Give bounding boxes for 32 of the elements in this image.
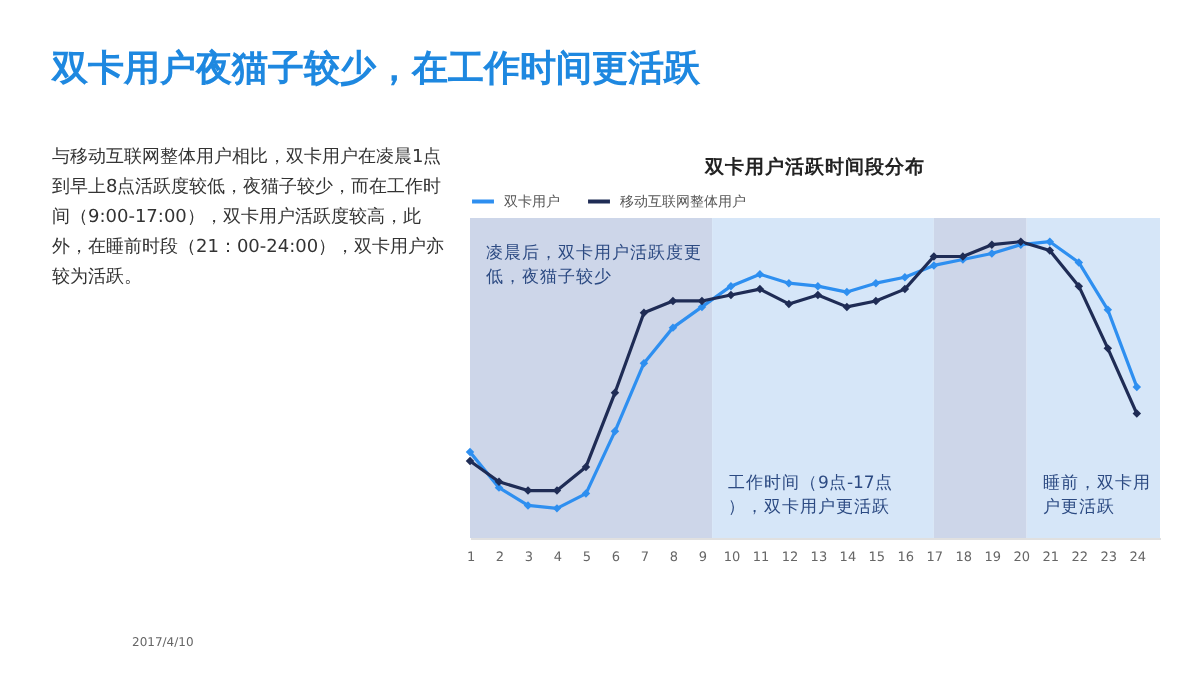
point <box>465 447 475 457</box>
point <box>871 278 881 288</box>
chart-title: 双卡用户夜猫子较少，在工作时间更活跃 <box>52 46 700 92</box>
point <box>813 281 823 291</box>
point <box>581 462 591 472</box>
band-label: 睡前，双卡用户更活跃 <box>1042 472 1151 518</box>
point <box>987 240 997 249</box>
point <box>871 296 881 306</box>
point <box>1132 382 1142 392</box>
point <box>726 290 736 300</box>
point <box>726 281 736 291</box>
text: 与移动互联网整体用户相比，双卡用户在凌晨1点到早上8点活跃度较低，夜猫子较少，而在工作时间（9:00-17:00），双卡用户活跃度较高，此外，在睡前时段（21：00-24:00），双卡用户亦较为活跃。 <box>52 145 447 292</box>
point <box>639 308 649 318</box>
point <box>900 273 910 282</box>
point <box>813 290 823 300</box>
point <box>610 388 620 398</box>
point <box>639 358 649 368</box>
chart-subtitle: 双卡用户活跃时间段分布 <box>703 155 925 179</box>
point <box>1074 281 1084 291</box>
point <box>842 287 852 297</box>
band-label: 凌晨后，双卡用户活跃度更低，夜猫子较少 <box>486 241 702 288</box>
point <box>1045 237 1055 246</box>
point <box>1132 409 1142 418</box>
point <box>465 456 475 466</box>
point <box>784 299 794 309</box>
point <box>842 302 852 312</box>
point <box>1103 344 1113 353</box>
point <box>755 270 765 279</box>
point <box>1103 305 1113 315</box>
point <box>755 284 765 294</box>
point <box>900 284 910 294</box>
band-label: 工作时间（9点-17点），双卡用户更活跃 <box>728 472 893 518</box>
